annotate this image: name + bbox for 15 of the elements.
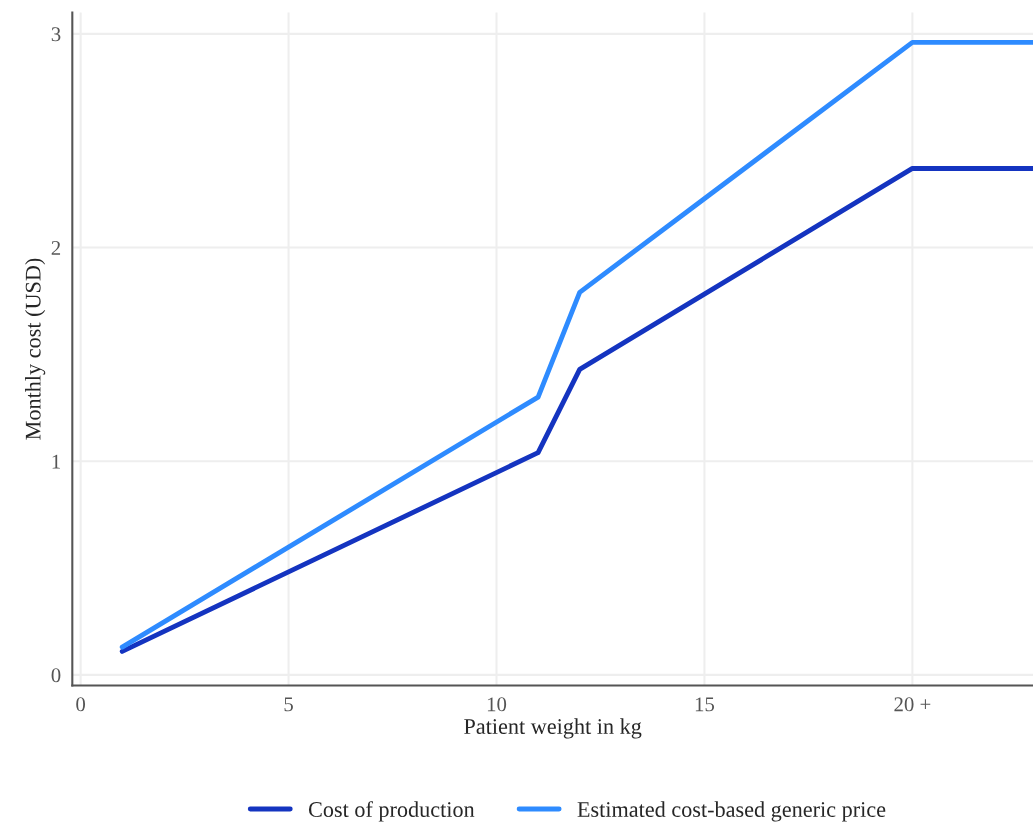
x-tick-label: 10 xyxy=(487,697,507,712)
y-tick-label: 1 xyxy=(52,454,60,469)
legend-label: Estimated cost-based generic price xyxy=(577,801,886,822)
x-tick-label: 5 xyxy=(284,697,293,712)
x-tick-label: 15 xyxy=(695,697,715,712)
line-series xyxy=(119,39,1033,650)
y-tick-label: 2 xyxy=(51,240,61,255)
legend-label: Cost of production xyxy=(308,801,475,822)
y-tick-label: 0 xyxy=(51,668,61,683)
y-axis-title: Monthly cost (USD) xyxy=(25,258,46,440)
y-tick-label: 3 xyxy=(51,27,61,42)
x-axis-title: Patient weight in kg xyxy=(464,718,642,739)
x-tick-label: 0 xyxy=(76,697,86,712)
line-series xyxy=(119,166,1033,654)
x-tick-label: 20 + xyxy=(894,697,931,712)
